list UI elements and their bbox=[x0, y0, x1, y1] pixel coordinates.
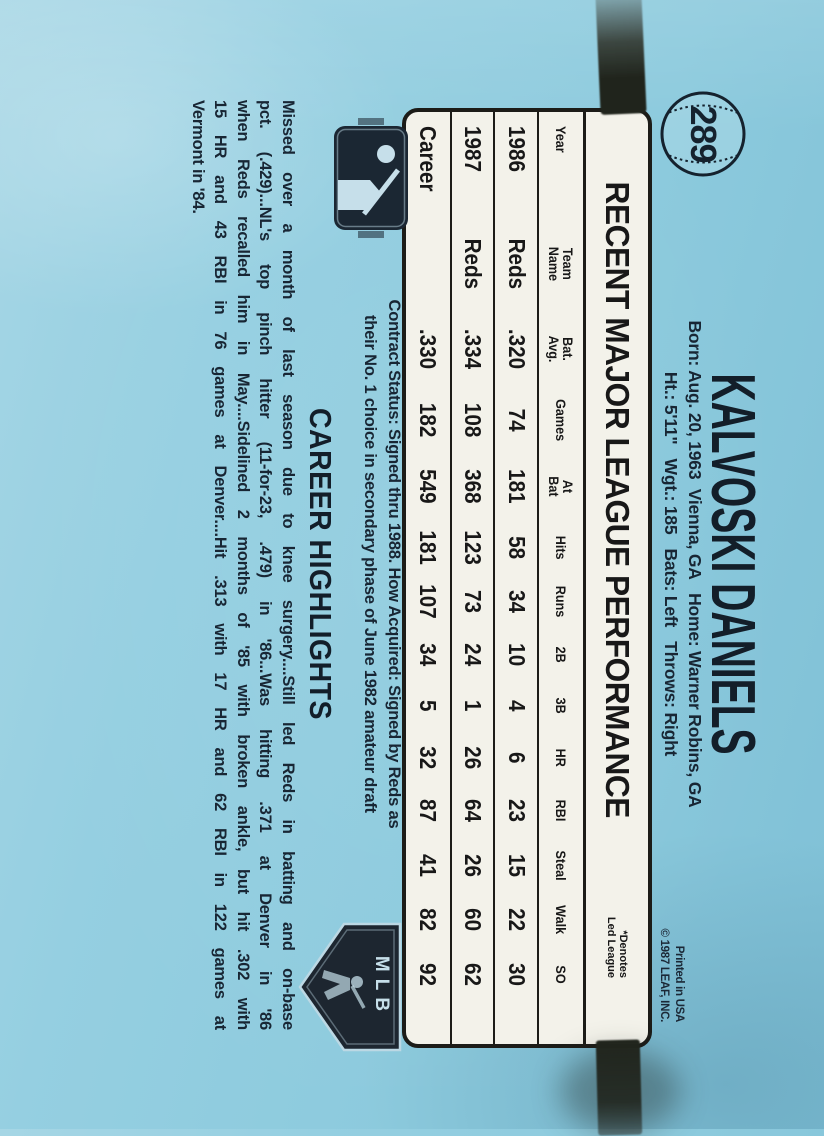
vitals-birth: Born: Aug. 20, 1963 Vienna, GA Home: War… bbox=[685, 320, 705, 808]
player-name: KALVOSKI DANIELS bbox=[698, 373, 767, 755]
copyright-line: © 1987 LEAF, INC. bbox=[658, 928, 670, 1023]
career-highlights-title: CAREER HIGHLIGHTS bbox=[303, 407, 338, 721]
stats-column-headers: Year Team Name Bat. Avg. Games At Bat Hits Run… bbox=[537, 112, 583, 1044]
contract-status: Contract Status: Signed thru 1988. How A… bbox=[361, 299, 403, 829]
stats-row-1986: 1986 Reds .320 74 181 58 34 10 4 6 23 15 22 30 bbox=[493, 112, 538, 1044]
highlights-line: pct. (.429)...NL's top pinch hitter (11-… bbox=[256, 100, 275, 1030]
stats-row-career: Career .330 182 549 181 107 34 5 32 87 41 82 92 bbox=[415, 126, 442, 986]
strap-top bbox=[595, 0, 647, 115]
mlb-logo-icon bbox=[327, 118, 410, 238]
baseball-icon bbox=[660, 91, 746, 177]
strap-bottom bbox=[595, 1039, 643, 1136]
stats-header-strip: RECENT MAJOR LEAGUE PERFORMANCE *Denotes… bbox=[583, 112, 648, 1044]
svg-text:MLB: MLB bbox=[371, 956, 392, 1018]
mlbpa-logo-icon: MLB bbox=[293, 922, 402, 1052]
card-number-badge: 289 bbox=[659, 90, 747, 178]
career-highlights-text: Missed over a month of last season due t… bbox=[187, 100, 300, 1030]
highlights-line: Missed over a month of last season due t… bbox=[279, 100, 297, 1030]
copyright-notice: Printed in USA © 1987 LEAF, INC. bbox=[656, 872, 686, 1023]
baseball-card-back: 289 KALVOSKI DANIELS Born: Aug. 20, 1963… bbox=[62, 42, 767, 1086]
stats-title: RECENT MAJOR LEAGUE PERFORMANCE bbox=[599, 181, 636, 818]
copyright-line: Printed in USA bbox=[673, 945, 685, 1022]
stats-footnote: *Denotes Led League bbox=[605, 916, 629, 978]
highlights-line: 15 HR and 43 RBI in 76 games at Denver..… bbox=[211, 100, 230, 1030]
stats-row-1987: 1987 Reds .334 108 368 123 73 24 1 26 64 26 60 62 bbox=[449, 112, 494, 1044]
stats-box: RECENT MAJOR LEAGUE PERFORMANCE *Denotes… bbox=[402, 108, 652, 1048]
highlights-line: Vermont in '84. bbox=[189, 100, 207, 214]
highlights-line: when Reds recalled him in May....Sidelin… bbox=[234, 100, 252, 1030]
